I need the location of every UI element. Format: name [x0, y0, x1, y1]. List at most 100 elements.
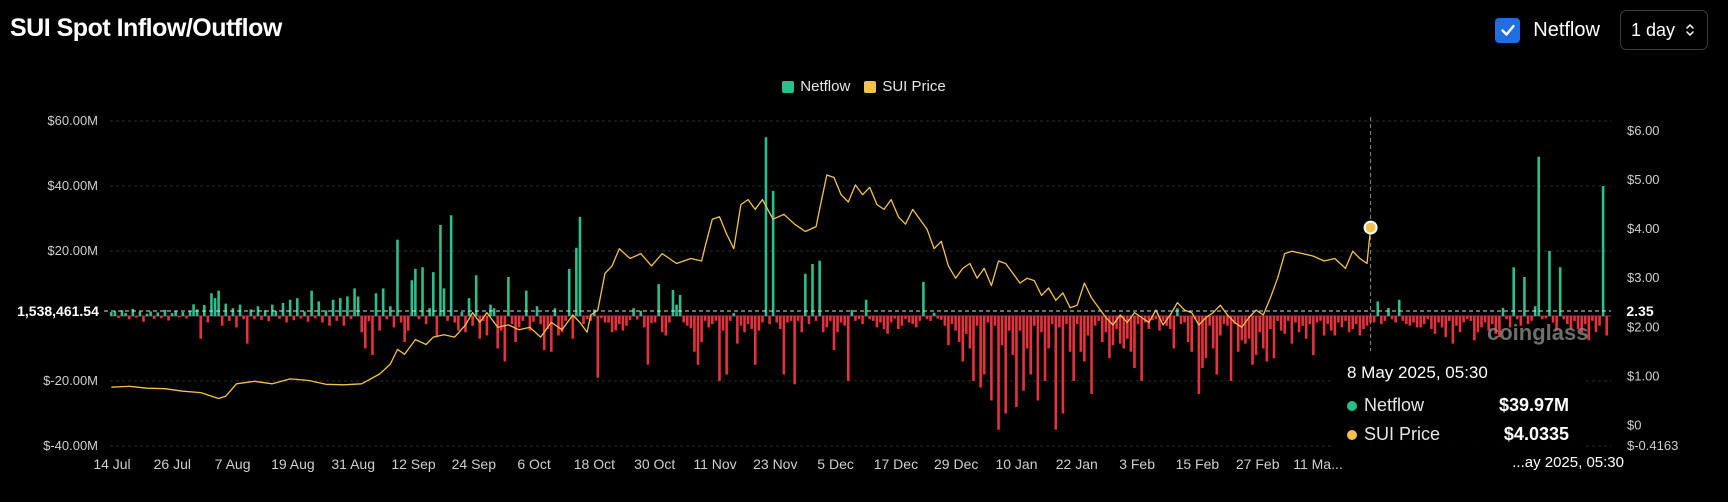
netflow-bar [220, 316, 224, 326]
netflow-bar [1204, 316, 1208, 359]
netflow-bar [396, 239, 399, 317]
crosshair-left-label-bg [12, 301, 104, 321]
x-tick-label: 5 Dec [817, 456, 854, 472]
netflow-bar [399, 316, 403, 323]
netflow-bar [779, 316, 782, 329]
netflow-bar [1036, 316, 1040, 401]
netflow-bar [1100, 316, 1104, 342]
netflow-bar [260, 316, 263, 320]
legend-item-sui-price[interactable]: SUI Price [864, 78, 946, 95]
x-tick-label: 11 Nov [693, 456, 736, 472]
netflow-bar [922, 281, 925, 317]
netflow-bar [664, 316, 668, 336]
netflow-bar [285, 316, 288, 323]
netflow-bar [1583, 316, 1587, 325]
netflow-bar [1419, 316, 1422, 328]
netflow-bar [693, 316, 696, 352]
netflow-bar [299, 316, 303, 319]
netflow-bar [1208, 316, 1211, 326]
netflow-bar [156, 312, 160, 316]
netflow-bar [1236, 316, 1240, 352]
x-tick-label: 27 Feb [1236, 456, 1280, 472]
netflow-bar [685, 316, 689, 326]
netflow-bar [947, 316, 950, 346]
netflow-bar [585, 316, 589, 320]
netflow-bar [1415, 316, 1419, 328]
netflow-bar [1233, 316, 1236, 325]
netflow-bar [711, 316, 714, 325]
netflow-bar [210, 293, 213, 316]
netflow-bar [217, 290, 220, 316]
netflow-bar [879, 316, 882, 323]
right-tick-label: $0 [1627, 418, 1641, 433]
netflow-bar [278, 316, 281, 319]
left-tick-label: $60.00M [47, 113, 98, 128]
netflow-bar [1566, 316, 1569, 325]
chevron-up-down-icon [1686, 23, 1694, 37]
netflow-bar [249, 309, 253, 316]
netflow-bar [1025, 316, 1029, 349]
legend-item-netflow[interactable]: Netflow [782, 78, 850, 95]
netflow-bar [639, 310, 643, 316]
netflow-bar [911, 316, 914, 325]
tooltip-date: 8 May 2025, 05:30 [1347, 363, 1488, 382]
netflow-bar [1122, 316, 1126, 349]
crosshair-right-label: 2.35 [1626, 303, 1653, 319]
netflow-bar [1244, 316, 1247, 344]
x-tick-label: 31 Aug [331, 456, 375, 472]
netflow-checkbox[interactable] [1495, 17, 1521, 43]
netflow-bar [1283, 316, 1287, 334]
netflow-bar [854, 316, 857, 321]
netflow-bar [449, 215, 453, 316]
netflow-bar [900, 316, 904, 326]
netflow-bar [1072, 316, 1075, 381]
netflow-bar [564, 316, 567, 321]
netflow-bar [1301, 316, 1304, 326]
netflow-bar [857, 316, 861, 320]
netflow-bar [728, 316, 732, 321]
netflow-bar [117, 316, 120, 318]
netflow-bar [864, 299, 868, 316]
netflow-bar [1154, 316, 1158, 320]
netflow-bar [267, 316, 270, 322]
netflow-bar [1229, 316, 1233, 381]
netflow-bar [675, 304, 678, 317]
netflow-bar [1219, 316, 1222, 336]
netflow-bar [1530, 316, 1533, 321]
netflow-bar [571, 316, 575, 339]
interval-select[interactable]: 1 day [1619, 10, 1708, 50]
netflow-bar [714, 316, 718, 321]
netflow-bar [657, 284, 660, 316]
netflow-bar [535, 306, 539, 316]
x-tick-label: 12 Sep [391, 456, 436, 472]
netflow-bar [213, 298, 217, 317]
netflow-bar [965, 316, 968, 334]
netflow-bar [492, 308, 496, 316]
netflow-bar [811, 264, 814, 316]
netflow-bar [410, 280, 414, 316]
netflow-bar [1186, 316, 1190, 342]
netflow-bar [1326, 316, 1329, 325]
netflow-bar [1369, 316, 1372, 323]
netflow-bar [557, 316, 560, 336]
netflow-bar [1140, 316, 1143, 381]
netflow-bar [471, 316, 474, 326]
netflow-bar [861, 316, 864, 325]
netflow-bar [671, 290, 675, 316]
netflow-bar [746, 316, 750, 325]
netflow-bar [1183, 316, 1186, 323]
right-tick-label: $3.00 [1627, 270, 1660, 285]
netflow-bar [596, 316, 600, 378]
netflow-bar [1347, 316, 1351, 333]
price-hover-marker [1363, 220, 1378, 235]
netflow-bar [1455, 316, 1458, 326]
netflow-bar [764, 137, 768, 316]
netflow-bar [510, 316, 514, 325]
netflow-bar [940, 316, 943, 320]
x-tick-label: 3 Feb [1119, 456, 1155, 472]
x-tick-label: 14 Jul [93, 456, 130, 472]
page-title: SUI Spot Inflow/Outflow [10, 14, 282, 42]
netflow-bar [1251, 316, 1254, 365]
netflow-bar [1222, 316, 1226, 325]
netflow-bar [1440, 316, 1444, 328]
